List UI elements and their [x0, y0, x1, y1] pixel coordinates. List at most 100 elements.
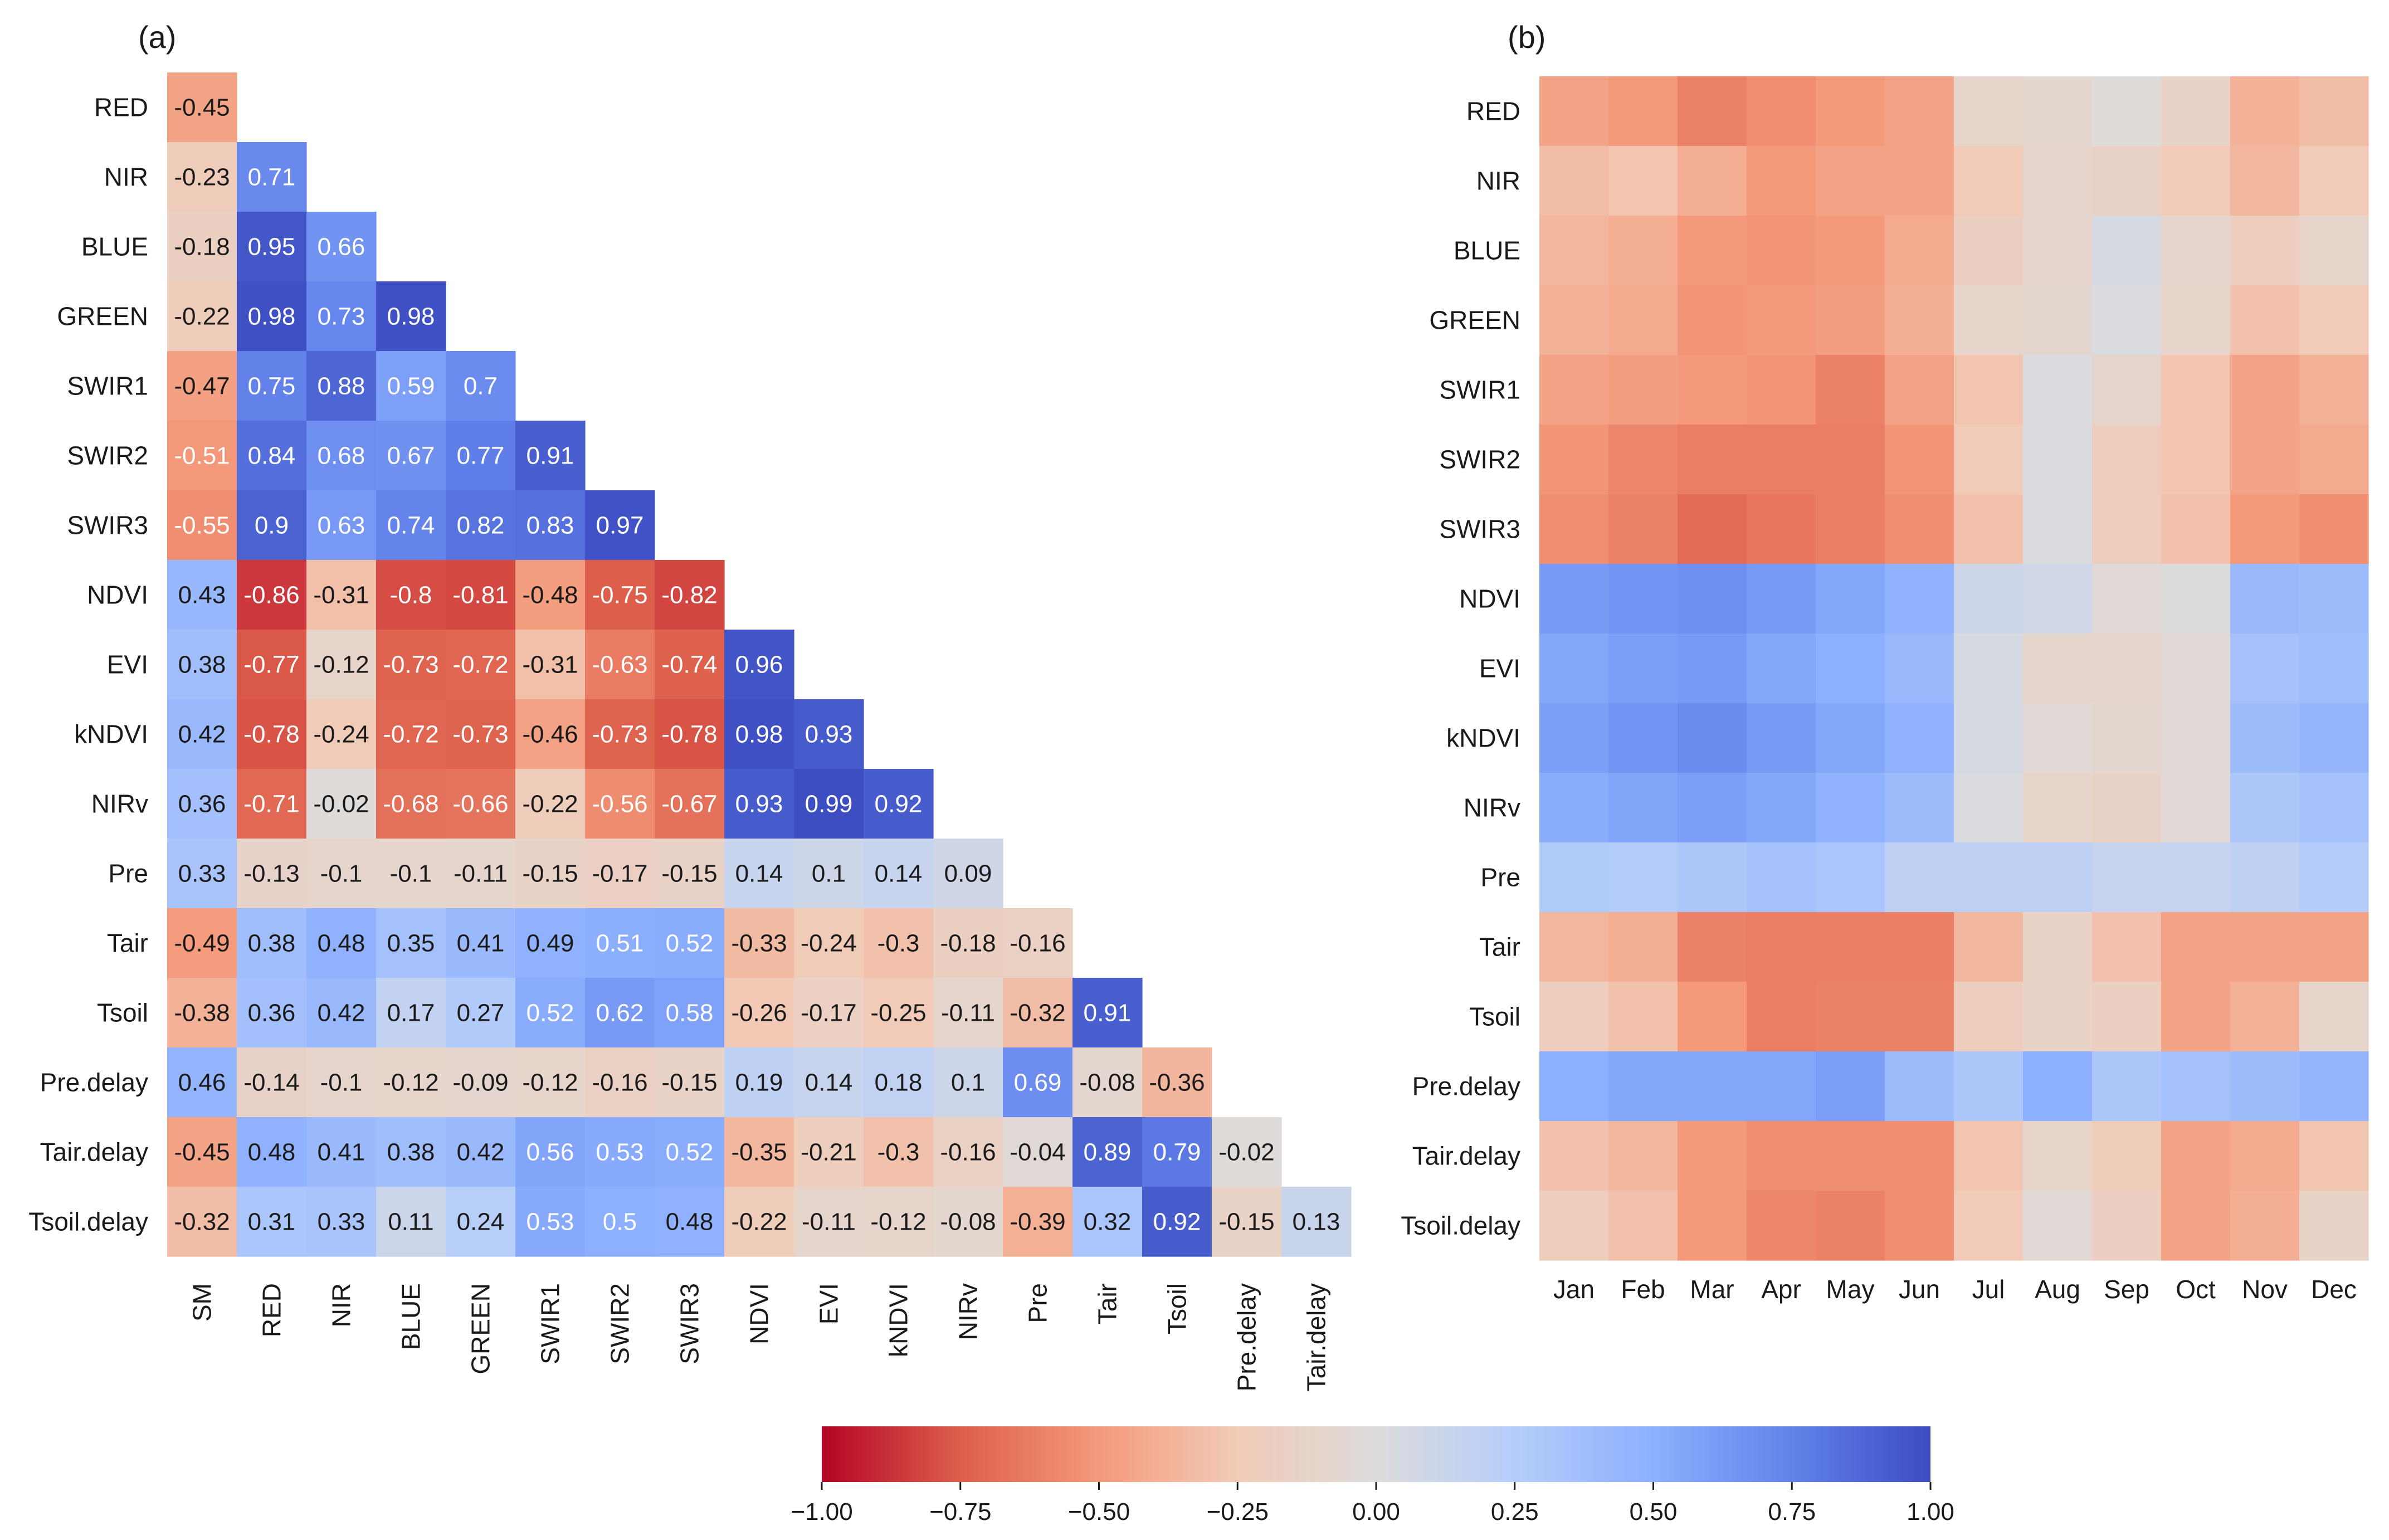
heatmap-cell	[1678, 773, 1747, 843]
cell-value: 0.79	[1153, 1139, 1201, 1166]
cell-value: 0.38	[178, 651, 226, 679]
cell-value: 0.56	[526, 1139, 574, 1166]
heatmap-cell	[446, 699, 516, 769]
heatmap-cell	[864, 908, 934, 978]
cell-value: 0.17	[387, 1000, 435, 1027]
heatmap-cell	[2092, 1191, 2162, 1261]
cell-value: 0.27	[457, 1000, 505, 1027]
heatmap-cell	[1678, 842, 1747, 913]
heatmap-cell	[2230, 146, 2300, 216]
cell-value: -0.12	[313, 651, 369, 679]
heatmap-cell	[1678, 285, 1747, 355]
heatmap-cell	[376, 978, 446, 1048]
cell-value: -0.73	[383, 651, 438, 679]
heatmap-cell	[2299, 285, 2369, 355]
row-label: NDVI	[1459, 584, 1520, 613]
cell-value: 0.92	[1153, 1208, 1201, 1236]
row-label: EVI	[1479, 654, 1520, 683]
heatmap-cell	[585, 1187, 655, 1257]
col-label: SWIR3	[675, 1283, 704, 1364]
row-label: Pre	[1480, 863, 1520, 892]
cell-value: -0.45	[174, 1139, 230, 1166]
cell-value: 0.73	[318, 303, 365, 330]
heatmap-cell	[167, 908, 237, 978]
heatmap-cell	[2230, 982, 2300, 1052]
heatmap-cell	[864, 769, 934, 839]
colorbar-tick-label: −0.50	[1068, 1498, 1130, 1526]
row-label: SWIR3	[67, 511, 148, 540]
heatmap-cell	[585, 630, 655, 700]
cell-value: 0.69	[1014, 1069, 1062, 1096]
heatmap-cell	[1816, 146, 1885, 216]
row-label: EVI	[107, 650, 148, 679]
heatmap-cell	[585, 1117, 655, 1187]
cell-value: -0.16	[940, 1139, 996, 1166]
cell-value: 0.98	[248, 303, 296, 330]
heatmap-cell	[1678, 146, 1747, 216]
heatmap-cell	[446, 421, 516, 491]
heatmap-cell	[515, 1047, 586, 1118]
colorbar-tick-label: 1.00	[1907, 1498, 1954, 1526]
col-label: May	[1826, 1275, 1875, 1304]
heatmap-cell	[2230, 494, 2300, 564]
heatmap-cell	[1003, 1187, 1073, 1257]
heatmap-cell	[1954, 773, 2024, 843]
cell-value: 0.43	[178, 582, 226, 609]
heatmap-cell	[1885, 982, 1954, 1052]
heatmap-cell	[306, 769, 377, 839]
cell-value: 0.38	[387, 1139, 435, 1166]
cell-value: 0.63	[318, 512, 365, 539]
heatmap-cell	[585, 769, 655, 839]
col-label: SM	[188, 1283, 217, 1322]
heatmap-cell	[2023, 1191, 2093, 1261]
colorbar-tick-label: −1.00	[791, 1498, 852, 1526]
heatmap-cell	[1885, 564, 1954, 634]
cell-value: 0.11	[388, 1208, 433, 1236]
cell-value: 0.71	[248, 164, 296, 191]
heatmap-cell	[1539, 1051, 1609, 1122]
colorbar-ticks: −1.00 −0.75 −0.50 −0.25 0.00 0.25 0.50 0.75 1.00	[791, 1482, 1954, 1526]
row-label: NDVI	[87, 581, 148, 610]
heatmap-cell	[585, 908, 655, 978]
cell-value: 0.49	[526, 930, 574, 957]
heatmap-cell	[2161, 842, 2231, 913]
heatmap-cell	[2161, 425, 2231, 495]
heatmap-cell	[2092, 425, 2162, 495]
col-label: Feb	[1621, 1275, 1665, 1304]
heatmap-cell	[446, 978, 516, 1048]
heatmap-cell	[446, 769, 516, 839]
heatmap-cell	[1954, 842, 2024, 913]
cell-value: -0.04	[1010, 1139, 1065, 1166]
heatmap-cell	[1539, 425, 1609, 495]
row-label: SWIR1	[67, 372, 148, 401]
heatmap-cell	[1539, 842, 1609, 913]
heatmap-cell	[864, 1117, 934, 1187]
heatmap-cell	[2230, 633, 2300, 704]
heatmap-cell	[2299, 76, 2369, 147]
heatmap-cell	[655, 699, 725, 769]
cell-value: 0.84	[248, 442, 296, 470]
heatmap-cell	[1885, 285, 1954, 355]
heatmap-cell	[446, 490, 516, 561]
heatmap-cell	[1885, 842, 1954, 913]
cell-value: -0.1	[320, 1069, 363, 1096]
heatmap-cell	[446, 630, 516, 700]
heatmap-cell	[2092, 564, 2162, 634]
heatmap-cell	[2092, 285, 2162, 355]
heatmap-cell	[167, 560, 237, 630]
col-label: kNDVI	[884, 1283, 913, 1357]
heatmap-cell	[585, 699, 655, 769]
cell-value: -0.26	[731, 1000, 787, 1027]
heatmap-cell	[1954, 633, 2024, 704]
heatmap-cell	[2023, 76, 2093, 147]
heatmap-cell	[515, 699, 586, 769]
heatmap-cell	[655, 560, 725, 630]
heatmap-cell	[585, 490, 655, 561]
heatmap-cell	[1142, 1047, 1212, 1118]
heatmap-cell	[237, 142, 307, 212]
heatmap-cell	[2161, 912, 2231, 982]
cell-value: 0.14	[875, 860, 923, 888]
row-label: Pre.delay	[1412, 1072, 1520, 1101]
cell-value: -0.74	[661, 651, 717, 679]
